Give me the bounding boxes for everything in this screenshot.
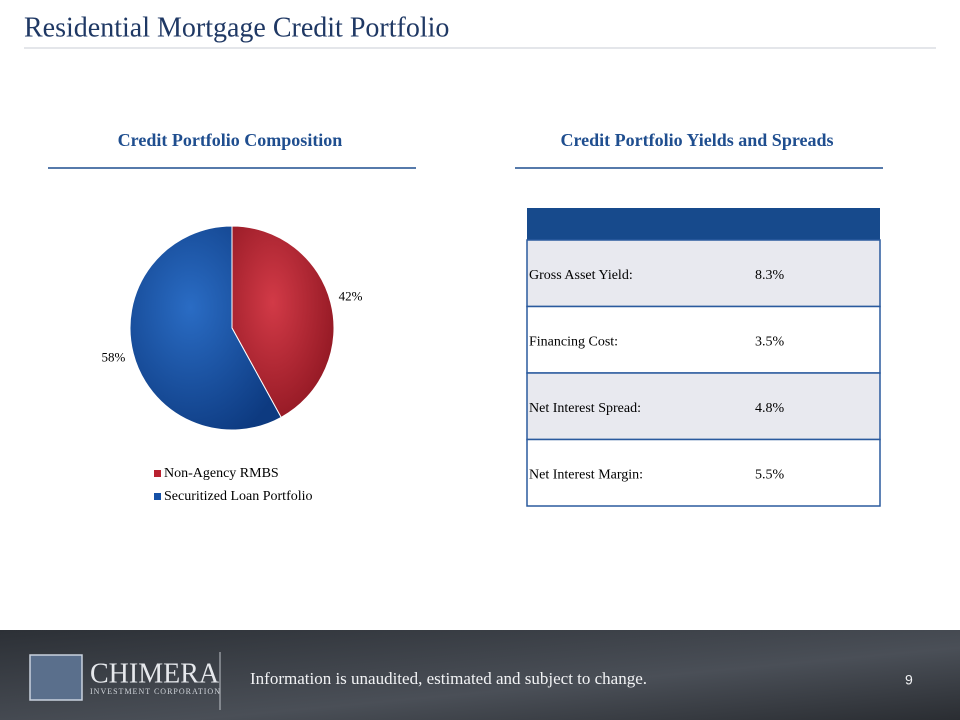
row-label: Net Interest Margin:: [529, 468, 643, 483]
chart-title: Credit Portfolio Composition: [118, 130, 343, 150]
page-number: 9: [905, 672, 913, 688]
row-label: Gross Asset Yield:: [529, 268, 633, 283]
logo-emblem: [29, 654, 83, 701]
table-header: [527, 208, 880, 240]
footer-band: [0, 630, 960, 720]
table: Gross Asset Yield: 8.3% Financing Cost: 3.5…: [526, 208, 881, 507]
table-row: [526, 239, 881, 308]
pie-chart: 42% Non-Agency RMBS 58% Securitized Loan Po…: [102, 225, 363, 504]
pie-slice: [129, 225, 282, 431]
row-value: 8.3%: [755, 268, 785, 283]
legend-label: Securitized Loan Portfolio: [164, 489, 313, 504]
logo-text: CHIMERA: [90, 658, 220, 689]
legend-label: Non-Agency RMBS: [164, 466, 279, 481]
row-label: Financing Cost:: [529, 335, 618, 350]
logo-subtext: INVESTMENT CORPORATION: [90, 687, 221, 696]
footer-note: Information is unaudited, estimated and …: [250, 669, 647, 688]
table-row: [526, 438, 881, 507]
row-value: 3.5%: [755, 335, 785, 350]
row-value: 5.5%: [755, 468, 785, 483]
table-row: [526, 372, 881, 441]
table-title: Credit Portfolio Yields and Spreads: [560, 130, 833, 150]
legend-swatch: [154, 470, 161, 477]
row-label: Net Interest Spread:: [529, 401, 641, 416]
legend-swatch: [154, 493, 161, 500]
data-label: 42%: [339, 289, 363, 304]
data-label: 58%: [102, 349, 126, 364]
slide-title: Residential Mortgage Credit Portfolio: [24, 12, 449, 43]
pie-slice: [231, 225, 335, 419]
table-row: [526, 305, 881, 374]
row-value: 4.8%: [755, 401, 785, 416]
